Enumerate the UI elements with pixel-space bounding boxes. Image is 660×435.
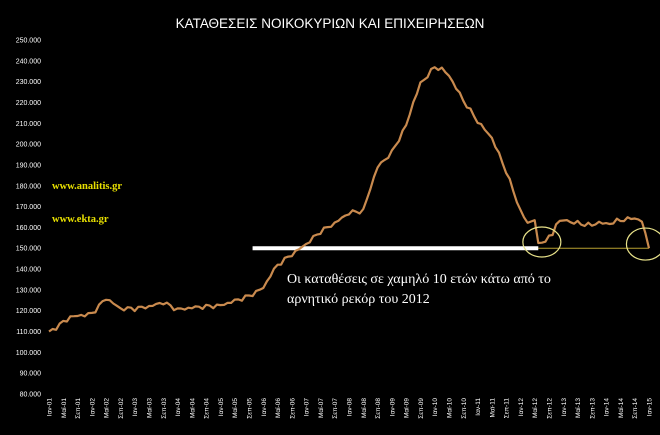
x-tick-label: Σεπ-02 bbox=[118, 398, 125, 419]
y-tick-label: 100.000 bbox=[16, 350, 41, 357]
highlight-circles bbox=[522, 226, 660, 261]
highlight-circle-2015 bbox=[625, 227, 660, 261]
x-tick-label: Ιαν-03 bbox=[132, 398, 139, 417]
x-tick-label: Μαϊ-03 bbox=[147, 398, 154, 418]
x-tick-label: Ιαν-15 bbox=[647, 398, 654, 417]
x-tick-label: Μαϊ-14 bbox=[618, 398, 625, 418]
x-tick-label: Ιαν-02 bbox=[89, 398, 96, 417]
series-lines bbox=[48, 66, 651, 333]
y-tick-label: 80.000 bbox=[20, 392, 42, 399]
y-tick-label: 120.000 bbox=[16, 308, 41, 315]
x-tick-label: Ιαν-07 bbox=[304, 398, 311, 417]
x-tick-label: Ιαν-08 bbox=[347, 398, 354, 417]
annotation-line-2: αρνητικό ρεκόρ του 2012 bbox=[287, 292, 430, 307]
y-tick-label: 90.000 bbox=[20, 371, 42, 378]
series-line bbox=[48, 66, 651, 333]
x-tick-label: Σεπ-08 bbox=[375, 398, 382, 419]
x-tick-label: Μαϊ-08 bbox=[361, 398, 368, 418]
y-tick-label: 220.000 bbox=[16, 100, 41, 107]
y-tick-label: 150.000 bbox=[16, 246, 41, 253]
x-tick-label: Μαϊ-06 bbox=[275, 398, 282, 418]
y-tick-label: 140.000 bbox=[16, 267, 41, 274]
x-tick-label: Σεπ-04 bbox=[204, 398, 211, 419]
y-tick-label: 190.000 bbox=[16, 162, 41, 169]
x-tick-label: Μαϊ-13 bbox=[575, 398, 582, 418]
x-tick-label: Μαϊ-09 bbox=[404, 398, 411, 418]
x-tick-label: Σεπ-06 bbox=[289, 398, 296, 419]
y-tick-label: 160.000 bbox=[16, 225, 41, 232]
x-tick-label: Μαϊ-12 bbox=[532, 398, 539, 418]
x-tick-label: Σεπ-01 bbox=[75, 398, 82, 419]
x-tick-label: Σεπ-05 bbox=[247, 398, 254, 419]
chart-title: ΚΑΤΑΘΕΣΕΙΣ ΝΟΙΚΟΚΥΡΙΩΝ ΚΑΙ ΕΠΙΧΕΙΡΗΣΕΩΝ bbox=[176, 16, 485, 31]
x-tick-label: Σεπ-13 bbox=[589, 398, 596, 419]
y-tick-label: 240.000 bbox=[16, 58, 41, 65]
x-tick-label: Ιαν-09 bbox=[389, 398, 396, 417]
y-tick-label: 130.000 bbox=[16, 287, 41, 294]
y-tick-label: 250.000 bbox=[16, 38, 41, 45]
y-tick-label: 170.000 bbox=[16, 204, 41, 211]
x-tick-label: Ιαν-14 bbox=[604, 398, 611, 417]
y-tick-label: 230.000 bbox=[16, 79, 41, 86]
x-tick-label: Ιαν-11 bbox=[475, 398, 482, 416]
watermark-ekta: www.ekta.gr bbox=[52, 214, 109, 225]
x-tick-label: Μαϊ-02 bbox=[104, 398, 111, 418]
x-axis-ticks: Ιαν-01 Μαϊ-01 Σεπ-01 Ιαν-02 Μαϊ-02 Σεπ-02 Ιαν-… bbox=[47, 398, 654, 419]
x-tick-label: Σεπ-11 bbox=[504, 398, 511, 419]
annotation-line-1: Οι καταθέσεις σε χαμηλό 10 ετών κάτω από… bbox=[287, 272, 551, 287]
x-tick-label: Μαϊ-10 bbox=[447, 398, 454, 418]
x-tick-label: Ιαν-06 bbox=[261, 398, 268, 417]
x-tick-label: Μαϊ-07 bbox=[318, 398, 325, 418]
x-tick-label: Ιαν-12 bbox=[518, 398, 525, 417]
x-tick-label: Σεπ-12 bbox=[547, 398, 554, 419]
y-tick-label: 180.000 bbox=[16, 183, 41, 190]
x-tick-label: Ιαν-05 bbox=[218, 398, 225, 417]
y-tick-label: 110.000 bbox=[16, 329, 41, 336]
watermark-analitis: www.analitis.gr bbox=[52, 181, 122, 192]
x-tick-label: Ιαν-10 bbox=[432, 398, 439, 417]
x-tick-label: Σεπ-14 bbox=[632, 398, 639, 419]
x-tick-label: Ιαν-01 bbox=[47, 398, 54, 417]
y-tick-label: 210.000 bbox=[16, 121, 41, 128]
x-tick-label: Σεπ-07 bbox=[332, 398, 339, 419]
x-tick-label: Μαϊ-11 bbox=[489, 398, 496, 418]
x-tick-label: Ιαν-13 bbox=[561, 398, 568, 417]
x-tick-label: Σεπ-03 bbox=[161, 398, 168, 419]
x-tick-label: Σεπ-09 bbox=[418, 398, 425, 419]
highlight-circle-2012 bbox=[522, 226, 562, 258]
x-tick-label: Ιαν-04 bbox=[175, 398, 182, 417]
x-tick-label: Μαϊ-01 bbox=[61, 398, 68, 418]
x-tick-label: Μαϊ-05 bbox=[232, 398, 239, 418]
x-tick-label: Μαϊ-04 bbox=[189, 398, 196, 418]
y-tick-label: 200.000 bbox=[16, 142, 41, 149]
x-tick-label: Σεπ-10 bbox=[461, 398, 468, 419]
y-axis-ticks: 80.000 90.000 100.000 110.000 120.000 130.000… bbox=[16, 38, 41, 399]
